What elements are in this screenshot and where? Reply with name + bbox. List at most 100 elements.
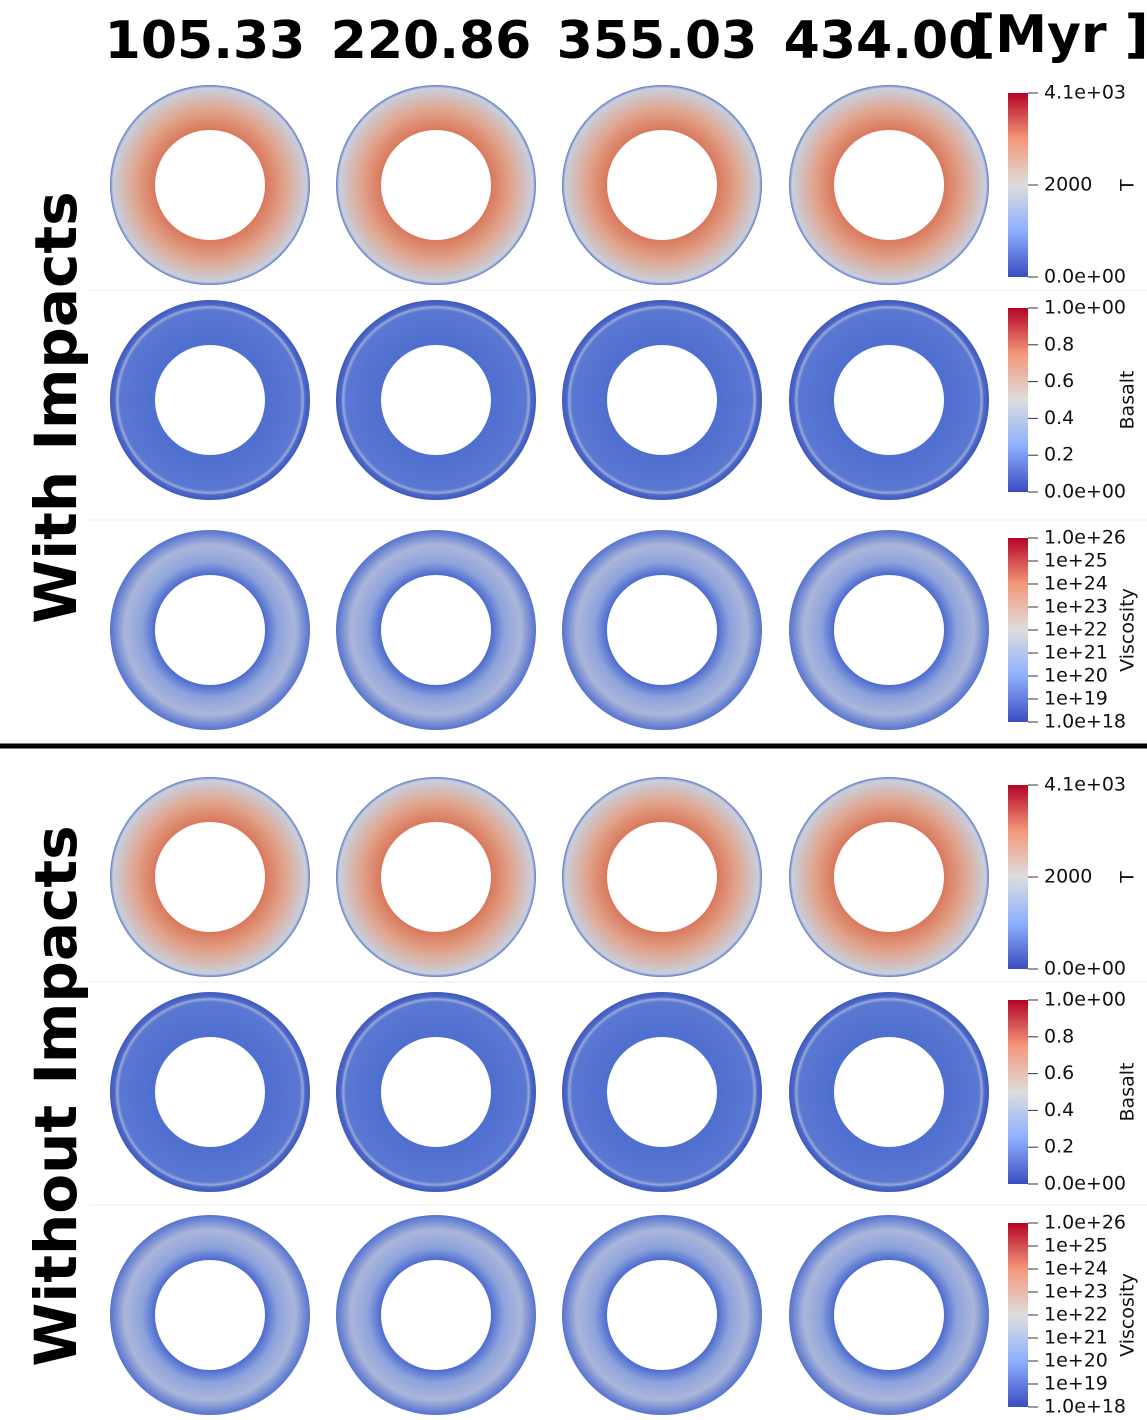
- colorbar-tick-label: 1e+24: [1044, 573, 1108, 595]
- annulus-plot: [562, 530, 762, 730]
- colorbar-tick-label: 1e+21: [1044, 642, 1108, 664]
- annulus: [789, 300, 989, 500]
- annulus: [789, 530, 989, 730]
- annulus-plot: [336, 85, 536, 285]
- colorbar-tick-label: 1.0e+26: [1044, 1212, 1126, 1234]
- colorbar: [1008, 785, 1028, 969]
- colorbar-tick-label: 0.0e+00: [1044, 481, 1126, 503]
- colorbar-tick-label: 0.4: [1044, 1099, 1074, 1121]
- colorbar: [1008, 308, 1028, 492]
- annulus: [110, 1215, 310, 1415]
- annulus: [336, 777, 536, 977]
- colorbar-tick-label: 0.4: [1044, 407, 1074, 429]
- annulus-plot: [789, 85, 989, 285]
- colorbar-tick-label: 1e+22: [1044, 619, 1108, 641]
- colorbar-tick-label: 1e+24: [1044, 1258, 1108, 1280]
- annulus: [562, 530, 762, 730]
- annulus-plot: [110, 1215, 310, 1415]
- colorbar-tick-label: 1.0e+00: [1044, 297, 1126, 319]
- annulus: [562, 1215, 762, 1415]
- colorbar-tick-label: 0.2: [1044, 1136, 1074, 1158]
- colorbar-tick-label: 0.6: [1044, 370, 1074, 392]
- colorbar-tick-label: 0.8: [1044, 333, 1074, 355]
- colorbar-tick-label: 0.0e+00: [1044, 958, 1126, 980]
- group-label: Without Impacts: [22, 825, 90, 1366]
- annulus-plot: [789, 1215, 989, 1415]
- colorbar-tick-label: 1.0e+00: [1044, 989, 1126, 1011]
- colorbar-tick-label: 1e+19: [1044, 688, 1108, 710]
- annulus-plot: [562, 1215, 762, 1415]
- colorbar-tick-label: 0.0e+00: [1044, 266, 1126, 288]
- annulus-plot: [562, 85, 762, 285]
- annulus-plot: [336, 992, 536, 1192]
- colorbar-tick-label: 1e+21: [1044, 1327, 1108, 1349]
- annulus: [110, 530, 310, 730]
- annulus-plot: [110, 992, 310, 1192]
- annulus-plot: [789, 300, 989, 500]
- colorbar-tick-label: 1e+20: [1044, 665, 1108, 687]
- annulus: [789, 85, 989, 285]
- time-label: 434.00: [784, 11, 985, 71]
- annulus: [110, 992, 310, 1192]
- annulus-plot: [110, 85, 310, 285]
- colorbar-title: Basalt: [1117, 371, 1139, 430]
- colorbar: [1008, 538, 1028, 722]
- colorbar-tick-label: 1.0e+18: [1044, 711, 1126, 733]
- unit-label: [Myr ]: [972, 5, 1147, 65]
- annulus: [336, 85, 536, 285]
- colorbar-tick-label: 1.0e+26: [1044, 527, 1126, 549]
- annulus-plot: [562, 300, 762, 500]
- annulus-plot: [110, 530, 310, 730]
- colorbar-tick-label: 0.0e+00: [1044, 1173, 1126, 1195]
- colorbar-title: Basalt: [1117, 1063, 1139, 1122]
- colorbar-tick-label: 4.1e+03: [1044, 774, 1126, 796]
- figure: 105.33 220.86 355.03 434.00[Myr ] With Impac…: [0, 0, 1147, 1420]
- colorbar: [1008, 1223, 1028, 1407]
- annulus: [562, 300, 762, 500]
- colorbar-tick-label: 2000: [1044, 866, 1092, 888]
- annulus-plot: [789, 777, 989, 977]
- colorbar-title: T: [1117, 179, 1139, 192]
- annulus-plot: [562, 777, 762, 977]
- annulus: [789, 992, 989, 1192]
- time-label: 105.33: [105, 11, 306, 71]
- annulus: [562, 992, 762, 1192]
- annulus: [336, 992, 536, 1192]
- time-label: 220.86: [331, 11, 532, 71]
- colorbar-tick-label: 0.8: [1044, 1025, 1074, 1047]
- colorbar-tick-label: 1.0e+18: [1044, 1396, 1126, 1418]
- colorbar-tick-label: 0.2: [1044, 444, 1074, 466]
- colorbar-title: Viscosity: [1117, 1273, 1139, 1357]
- annulus: [110, 777, 310, 977]
- annulus-plot: [789, 992, 989, 1192]
- colorbar-tick-label: 0.6: [1044, 1062, 1074, 1084]
- annulus: [336, 530, 536, 730]
- colorbar-tick-label: 2000: [1044, 174, 1092, 196]
- annulus: [562, 85, 762, 285]
- annulus-plot: [562, 992, 762, 1192]
- time-label: 355.03: [557, 11, 758, 71]
- annulus-plot: [336, 777, 536, 977]
- colorbar-tick-label: 1e+20: [1044, 1350, 1108, 1372]
- colorbar: [1008, 93, 1028, 277]
- colorbar-tick-label: 1e+23: [1044, 596, 1108, 618]
- colorbar-title: T: [1117, 871, 1139, 884]
- annulus: [562, 777, 762, 977]
- colorbar-title: Viscosity: [1117, 588, 1139, 672]
- colorbar-tick-label: 1e+25: [1044, 550, 1108, 572]
- colorbar-tick-label: 4.1e+03: [1044, 82, 1126, 104]
- colorbar-tick-label: 1e+23: [1044, 1281, 1108, 1303]
- annulus-plot: [336, 1215, 536, 1415]
- annulus: [336, 1215, 536, 1415]
- annulus: [110, 85, 310, 285]
- annulus-plot: [789, 530, 989, 730]
- annulus-plot: [110, 777, 310, 977]
- colorbar-tick-label: 1e+22: [1044, 1304, 1108, 1326]
- annulus: [110, 300, 310, 500]
- annulus: [789, 777, 989, 977]
- group-label: With Impacts: [22, 191, 90, 623]
- annulus: [789, 1215, 989, 1415]
- colorbar-tick-label: 1e+19: [1044, 1373, 1108, 1395]
- annulus-plot: [110, 300, 310, 500]
- colorbar-tick-label: 1e+25: [1044, 1235, 1108, 1257]
